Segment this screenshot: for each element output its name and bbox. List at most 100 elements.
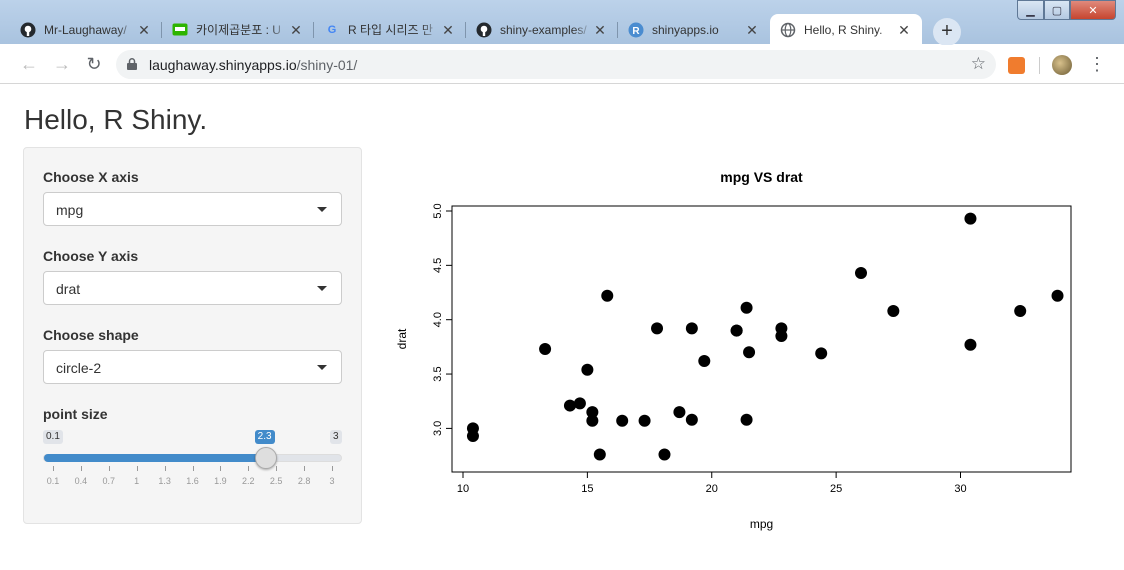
tab-shinyapps[interactable]: R shinyapps.io ✕ [618, 14, 770, 45]
tab-blog[interactable]: 카이제곱분포 : U ✕ [162, 14, 314, 45]
globe-icon [780, 22, 796, 38]
y-tick-label: 3.5 [432, 366, 444, 381]
data-point [1014, 305, 1027, 317]
back-arrow-icon[interactable]: ← [20, 54, 38, 74]
toolbar-divider [1039, 57, 1040, 74]
slider-tick-label: 2.2 [242, 476, 255, 486]
data-point [563, 399, 576, 412]
browser-toolbar: ← → ↻ laughaway.shinyapps.io/shiny-01/ ☆… [0, 45, 1124, 84]
slider-tick-label: 2.5 [269, 476, 283, 486]
svg-text:R: R [632, 26, 640, 37]
data-point [586, 406, 599, 419]
new-tab-button[interactable]: + [933, 18, 961, 46]
close-icon[interactable]: ✕ [898, 21, 910, 38]
slider-tick [80, 466, 82, 471]
data-point [616, 414, 629, 427]
data-point [539, 343, 552, 356]
data-point [586, 414, 599, 427]
slider-tick [332, 466, 333, 471]
x-tick-label: 25 [830, 483, 842, 495]
profile-avatar[interactable] [1052, 55, 1072, 75]
data-point [673, 406, 686, 419]
data-point [601, 289, 614, 302]
browser-titlebar: Mr-Laughaway/ ✕ 카이제곱분포 : U ✕ G R 타입 시리즈 … [0, 0, 1124, 46]
data-point [855, 266, 867, 279]
plot-frame [451, 205, 1072, 473]
close-window-button[interactable]: ✕ [1070, 0, 1116, 20]
slider-tick [276, 466, 278, 471]
slider-handle[interactable] [254, 447, 277, 469]
x-tick-label: 30 [954, 483, 966, 495]
slider-tick [248, 466, 250, 471]
x-axis-select[interactable]: mpg [43, 192, 342, 226]
tab-label: shiny-examples/ [500, 22, 587, 37]
y-axis-label: Choose Y axis [43, 248, 139, 264]
chart-title: mpg VS drat [720, 169, 803, 185]
data-point [1051, 289, 1064, 302]
lock-icon [127, 58, 137, 70]
maximize-button[interactable]: ▢ [1044, 0, 1070, 20]
close-icon[interactable]: ✕ [138, 21, 150, 38]
slider-tick [220, 466, 222, 471]
shape-label: Choose shape [43, 327, 139, 343]
caret-down-icon [317, 286, 327, 291]
data-point [775, 322, 788, 335]
bookmark-star-icon[interactable]: ☆ [970, 54, 986, 73]
close-icon[interactable]: ✕ [290, 21, 302, 38]
data-point [573, 397, 586, 410]
address-bar[interactable]: laughaway.shinyapps.io/shiny-01/ ☆ [116, 50, 996, 79]
caret-down-icon [317, 365, 327, 370]
reload-icon[interactable]: ↻ [86, 54, 102, 74]
close-icon[interactable]: ✕ [594, 21, 606, 38]
point-size-slider[interactable] [43, 447, 342, 469]
tab-github-1[interactable]: Mr-Laughaway/ ✕ [10, 14, 162, 45]
close-icon[interactable]: ✕ [746, 21, 758, 38]
slider-tick-label: 2.8 [297, 476, 311, 486]
extension-icon[interactable] [1008, 57, 1025, 74]
github-icon [20, 22, 36, 38]
data-point [743, 346, 756, 359]
slider-tick [53, 466, 54, 471]
x-axis-label: Choose X axis [43, 169, 139, 185]
x-tick-label: 15 [581, 483, 593, 495]
data-point [887, 305, 900, 317]
data-point [964, 212, 977, 225]
scatter-plot: mpg VS drat 10 15 20 25 30 3.0 3.5 4.0 4.5 5.0 mpg d… [395, 169, 1072, 531]
x-axis-value: mpg [56, 202, 84, 218]
data-point [740, 413, 753, 426]
y-axis-title: drat [395, 328, 409, 349]
data-point [698, 355, 711, 367]
slider-tick-label: 3 [329, 476, 335, 486]
tab-label: R 타입 시리즈 만 [348, 23, 433, 37]
menu-dots-icon[interactable]: ⋮ [1088, 54, 1106, 74]
y-axis-value: drat [56, 281, 81, 297]
slider-tick-label: 0.4 [74, 476, 88, 486]
slider-tick-label: 0.7 [102, 476, 116, 486]
slider-tick-label: 0.1 [46, 476, 60, 486]
close-icon[interactable]: ✕ [442, 21, 454, 38]
data-point [685, 322, 698, 335]
data-point [651, 322, 664, 335]
slider-tick [136, 466, 138, 471]
slider-tick-label: 1 [134, 476, 140, 486]
shape-select[interactable]: circle-2 [43, 350, 342, 384]
slider-tick [108, 466, 110, 471]
minimize-button[interactable]: ▁ [1017, 0, 1044, 20]
url-path: /shiny-01/ [296, 57, 358, 73]
caret-down-icon [317, 207, 327, 212]
page-title: Hello, R Shiny. [24, 104, 208, 135]
point-size-label: point size [43, 406, 108, 422]
data-point [658, 448, 671, 461]
github-icon [476, 22, 492, 38]
page-content: Hello, R Shiny. Choose X axis mpg Choose… [8, 85, 1116, 570]
tab-google[interactable]: G R 타입 시리즈 만 ✕ [314, 14, 466, 45]
blog-icon [172, 22, 188, 38]
slider-tick [164, 466, 166, 471]
tab-label: shinyapps.io [652, 22, 719, 37]
y-axis-select[interactable]: drat [43, 271, 342, 305]
forward-arrow-icon[interactable]: → [53, 54, 71, 74]
google-icon: G [327, 23, 337, 36]
window-controls: ▁ ▢ ✕ [1017, 0, 1116, 20]
tab-hello-shiny[interactable]: Hello, R Shiny. ✕ [770, 14, 922, 45]
tab-github-2[interactable]: shiny-examples/ ✕ [466, 14, 618, 45]
